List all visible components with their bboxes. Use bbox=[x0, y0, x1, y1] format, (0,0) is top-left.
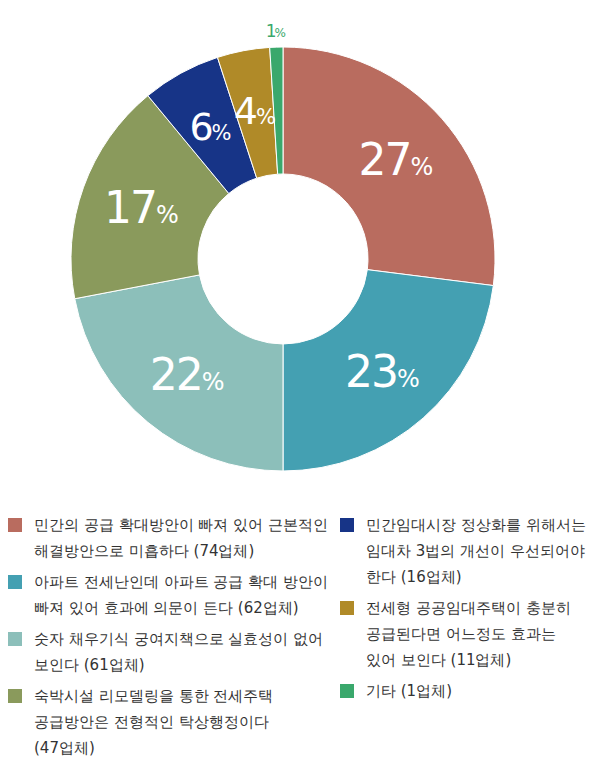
slice bbox=[283, 270, 493, 471]
legend-column: 민간의 공급 확대방안이 빠져 있어 근본적인 해결방안으로 미흡하다 (74업… bbox=[8, 512, 340, 760]
legend-swatch bbox=[8, 632, 22, 646]
data-label: 4% bbox=[234, 89, 276, 133]
legend-column: 민간임대시장 정상화를 위해서는 임대차 3법의 개선이 우선되어야 한다 (1… bbox=[340, 512, 590, 760]
data-label: 1% bbox=[266, 21, 286, 41]
legend-item: 숫자 채우기식 궁여지책으로 실효성이 없어 보인다 (61업체) bbox=[8, 626, 340, 678]
data-label: 6% bbox=[189, 105, 231, 149]
legend-swatch bbox=[340, 518, 354, 532]
slice bbox=[217, 47, 277, 178]
legend-item: 민간임대시장 정상화를 위해서는 임대차 3법의 개선이 우선되어야 한다 (1… bbox=[340, 512, 590, 590]
legend-item: 기타 (1업체) bbox=[340, 678, 590, 704]
chart: 27% 23% 22% 17%6%4% 1% bbox=[0, 0, 600, 500]
slice bbox=[71, 96, 229, 299]
data-label: 23% bbox=[345, 346, 420, 397]
legend-label: 전세형 공공임대주택이 충분히 공급된다면 어느정도 효과는 있어 보인다 (1… bbox=[366, 595, 590, 673]
legend-swatch bbox=[8, 575, 22, 589]
slice bbox=[75, 275, 283, 471]
slice bbox=[283, 47, 495, 286]
legend-label: 숙박시설 리모델링을 통한 전세주택 공급방안은 전형적인 탁상행정이다 (47… bbox=[34, 683, 334, 760]
data-label: 17% bbox=[104, 182, 179, 233]
legend-item: 아파트 전세난인데 아파트 공급 확대 방안이 빠져 있어 효과에 의문이 든다… bbox=[8, 569, 340, 621]
data-label: 27% bbox=[358, 134, 433, 185]
legend: 민간의 공급 확대방안이 빠져 있어 근본적인 해결방안으로 미흡하다 (74업… bbox=[8, 512, 598, 760]
legend-item: 민간의 공급 확대방안이 빠져 있어 근본적인 해결방안으로 미흡하다 (74업… bbox=[8, 512, 340, 564]
legend-swatch bbox=[340, 601, 354, 615]
data-label: 22% bbox=[150, 349, 225, 400]
legend-item: 전세형 공공임대주택이 충분히 공급된다면 어느정도 효과는 있어 보인다 (1… bbox=[340, 595, 590, 673]
legend-item: 숙박시설 리모델링을 통한 전세주택 공급방안은 전형적인 탁상행정이다 (47… bbox=[8, 683, 340, 760]
legend-swatch bbox=[340, 684, 354, 698]
legend-label: 민간임대시장 정상화를 위해서는 임대차 3법의 개선이 우선되어야 한다 (1… bbox=[366, 512, 590, 590]
legend-swatch bbox=[8, 689, 22, 703]
legend-swatch bbox=[8, 518, 22, 532]
data-labels: 27% 23% 22% 17%6%4% 1% bbox=[104, 21, 433, 400]
slices bbox=[71, 47, 495, 471]
legend-label: 아파트 전세난인데 아파트 공급 확대 방안이 빠져 있어 효과에 의문이 든다… bbox=[34, 569, 334, 621]
legend-label: 숫자 채우기식 궁여지책으로 실효성이 없어 보인다 (61업체) bbox=[34, 626, 334, 678]
legend-label: 기타 (1업체) bbox=[366, 678, 590, 704]
legend-label: 민간의 공급 확대방안이 빠져 있어 근본적인 해결방안으로 미흡하다 (74업… bbox=[34, 512, 334, 564]
